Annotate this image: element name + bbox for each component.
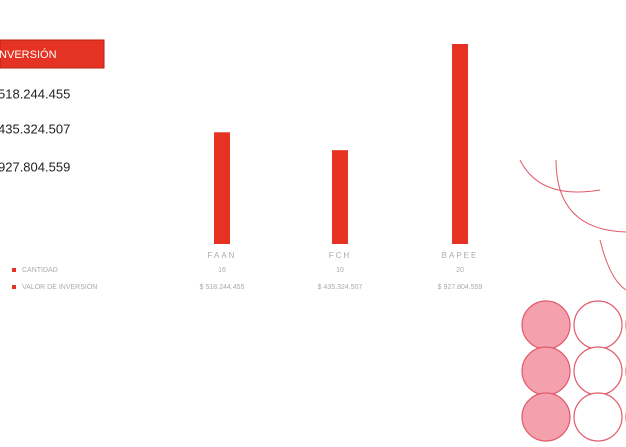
x-tick-label: BAPEE bbox=[442, 251, 479, 260]
table-value: 435.324.507 bbox=[0, 121, 70, 136]
bar bbox=[214, 132, 230, 244]
legend-swatch bbox=[12, 268, 16, 272]
table-value: 927.804.559 bbox=[0, 159, 70, 174]
bar bbox=[332, 150, 348, 244]
value-label: $ 435.324.507 bbox=[318, 284, 363, 291]
decoration bbox=[519, 159, 626, 291]
count-label: 10 bbox=[336, 267, 344, 274]
x-tick-label: FCH bbox=[329, 251, 351, 260]
circle-grid bbox=[521, 300, 626, 442]
count-label: 16 bbox=[218, 267, 226, 274]
value-label: $ 927.804.559 bbox=[438, 284, 483, 291]
table-value: 518.244.455 bbox=[0, 86, 70, 101]
value-label: $ 518.244.455 bbox=[200, 284, 245, 291]
legend-swatch bbox=[12, 285, 16, 289]
x-tick-label: FAAN bbox=[208, 251, 237, 260]
table-header: INVERSIÓN bbox=[0, 48, 57, 61]
count-label: 20 bbox=[456, 267, 464, 274]
bar bbox=[452, 44, 468, 244]
legend-label: VALOR DE INVERSIÓN bbox=[22, 282, 97, 291]
table-header-box bbox=[0, 39, 105, 69]
legend-label: CANTIDAD bbox=[22, 267, 58, 274]
